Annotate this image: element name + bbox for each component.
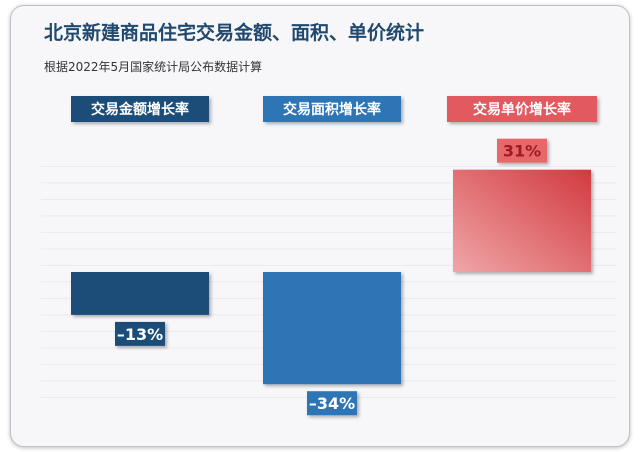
bar: [263, 272, 401, 385]
category-header: [71, 96, 209, 122]
value-label-box: [497, 138, 547, 163]
category-header: [263, 96, 401, 122]
chart-subtitle: 根据2022年5月国家统计局公布数据计算: [44, 60, 263, 74]
bar: [71, 272, 209, 315]
data-label: –13%: [117, 325, 163, 344]
category-label: 交易面积增长率: [283, 101, 381, 118]
bar: [453, 169, 591, 272]
chart-card: 北京新建商品住宅交易金额、面积、单价统计 根据2022年5月国家统计局公布数据计…: [10, 5, 630, 447]
data-label: –34%: [309, 394, 355, 413]
category-label: 交易金额增长率: [91, 101, 189, 118]
value-label-box: [115, 321, 165, 346]
data-label: 31%: [503, 142, 541, 161]
category-label: 交易单价增长率: [473, 101, 571, 118]
category-header: [447, 96, 597, 122]
value-label-box: [307, 391, 357, 416]
bar-chart: 交易金额增长率 –13% 交易面积增长率 –34% 交易单价增长率 31%: [41, 96, 616, 416]
chart-title: 北京新建商品住宅交易金额、面积、单价统计: [44, 22, 425, 44]
